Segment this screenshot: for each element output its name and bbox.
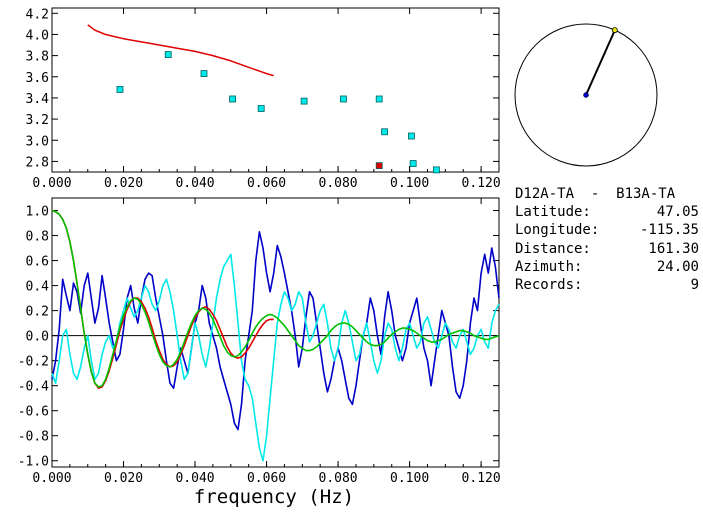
x-tick-label: 0.020 [104, 471, 143, 486]
data-point-measured [433, 166, 440, 174]
correlation-plot: 0.000 0.020 0.040 0.060 0.080 0.100 0.120 1.0 0.… [18, 197, 501, 486]
info-label: Latitude: [515, 204, 591, 221]
x-tick-label: 0.100 [390, 471, 429, 486]
x-axis-title: frequency (Hz) [194, 486, 354, 508]
x-tick-label: 0.080 [319, 471, 358, 486]
y-tick-label: 3.8 [26, 50, 49, 65]
station-pair: D12A-TA - B13A-TA [515, 186, 676, 202]
y-tick-label: -0.2 [18, 355, 49, 370]
info-row-latitude: Latitude: 47.05 [515, 203, 699, 221]
y-tick-label: 0.8 [26, 230, 49, 245]
x-tick-label: 0.060 [247, 471, 286, 486]
info-value: 24.00 [656, 258, 699, 275]
info-row-records: Records: 9 [515, 276, 699, 294]
y-tick-label: 0.2 [26, 305, 49, 320]
x-tick-label: 0.040 [175, 176, 214, 191]
azimuth-dial [514, 23, 658, 167]
data-point-measured [340, 95, 347, 103]
dispersion-plot: 0.000 0.020 0.040 0.060 0.080 0.100 0.120 2.8 3.… [26, 7, 501, 191]
series-line-model [87, 24, 274, 77]
x-tick-label: 0.120 [462, 176, 501, 191]
y-tick-label: 4.2 [26, 7, 49, 22]
x-tick-label: 0.000 [32, 471, 71, 486]
x-tick-label: 0.120 [462, 471, 501, 486]
series-line-blue [51, 231, 500, 431]
data-point-outlier [375, 162, 383, 170]
info-row-distance: Distance: 161.30 [515, 240, 699, 258]
dial-circle [514, 23, 658, 167]
x-tick-label: 0.080 [319, 176, 358, 191]
y-tick-label: -0.8 [18, 430, 49, 445]
y-tick-label: 3.4 [26, 92, 50, 107]
plot-frame [51, 7, 500, 173]
info-label: Azimuth: [515, 258, 583, 275]
info-label: Distance: [515, 240, 591, 257]
plot-frame [51, 197, 500, 468]
data-point-measured [407, 132, 415, 140]
y-tick-label: 4.0 [26, 28, 49, 43]
x-tick-label: 0.100 [390, 176, 429, 191]
info-label: Longitude: [515, 222, 600, 239]
y-tick-label: 0.0 [26, 330, 49, 345]
y-tick-label: 3.0 [26, 134, 49, 149]
y-tick-label: 0.6 [26, 255, 49, 270]
y-tick-label: 1.0 [26, 205, 49, 220]
info-value: -115.35 [639, 222, 699, 239]
data-point-measured [116, 86, 124, 93]
y-tick-label: 2.8 [26, 155, 49, 170]
y-tick-label: 0.4 [26, 280, 50, 295]
info-row-longitude: Longitude: -115.35 [515, 221, 699, 239]
y-tick-label: -1.0 [18, 455, 49, 470]
info-value: 9 [690, 277, 699, 294]
dial-center-marker [583, 92, 589, 98]
data-point-measured [257, 105, 265, 112]
info-row-azimuth: Azimuth: 24.00 [515, 258, 699, 276]
data-point-measured [375, 95, 383, 103]
x-tick-label: 0.000 [32, 176, 71, 191]
y-tick-label: 3.2 [26, 113, 49, 128]
info-label: Records: [515, 277, 583, 294]
data-point-measured [164, 51, 172, 58]
series-line-cyan [51, 253, 500, 462]
y-tick-label: 3.6 [26, 71, 49, 86]
info-value: 161.30 [648, 240, 699, 257]
data-point-measured [229, 95, 236, 103]
data-point-measured [300, 97, 308, 105]
station-info-panel: D12A-TA - B13A-TA Latitude: 47.05 Longit… [515, 185, 699, 294]
data-point-measured [409, 160, 417, 167]
x-tick-label: 0.040 [175, 471, 214, 486]
y-tick-label: -0.6 [18, 405, 49, 420]
data-point-measured [381, 128, 388, 136]
azimuth-line [585, 29, 616, 96]
y-tick-label: -0.4 [18, 380, 49, 395]
x-tick-label: 0.060 [247, 176, 286, 191]
dial-end-marker [611, 27, 618, 34]
info-value: 47.05 [656, 204, 699, 221]
x-tick-label: 0.020 [104, 176, 143, 191]
series-line-green [51, 209, 500, 388]
data-point-measured [200, 70, 208, 77]
